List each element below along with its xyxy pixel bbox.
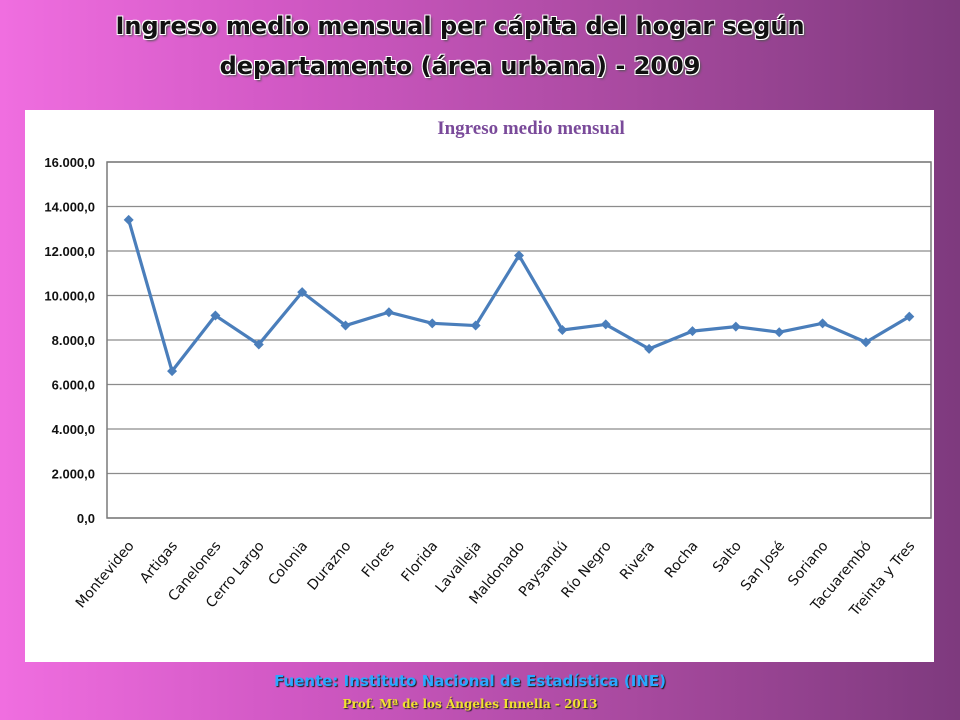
plot-frame bbox=[106, 161, 932, 519]
chart-title: Ingreso medio mensual bbox=[437, 118, 625, 139]
chart-panel: Ingreso medio mensual 0,0 2.000,0 4.000,0 6… bbox=[25, 110, 934, 662]
data-point-marker bbox=[514, 250, 524, 261]
y-tick-label: 14.000,0 bbox=[44, 200, 95, 215]
data-point-marker bbox=[600, 319, 611, 330]
data-point-marker bbox=[167, 366, 178, 377]
slide-title-line2: departamento (área urbana) - 2009 bbox=[219, 52, 701, 80]
y-tick-label: 6.000,0 bbox=[52, 378, 95, 393]
y-tick-label: 16.000,0 bbox=[44, 155, 95, 170]
x-tick-label: San José bbox=[738, 538, 788, 594]
data-point-marker bbox=[817, 318, 828, 329]
data-point-marker bbox=[297, 287, 308, 298]
y-tick-label: 4.000,0 bbox=[52, 422, 95, 437]
x-tick-label: Rocha bbox=[662, 538, 702, 581]
y-tick-label: 2.000,0 bbox=[52, 467, 95, 482]
y-axis-tick-labels: 0,0 2.000,0 4.000,0 6.000,0 8.000,0 10.000,0 1… bbox=[44, 155, 95, 526]
data-point-marker bbox=[470, 320, 481, 331]
x-tick-label: Rivera bbox=[617, 538, 658, 583]
x-tick-label: Artigas bbox=[137, 538, 181, 586]
slide-title: Ingreso medio mensual per cápita del hog… bbox=[60, 6, 860, 86]
data-point-marker bbox=[904, 311, 915, 322]
data-point-marker bbox=[774, 327, 785, 338]
line-chart: Ingreso medio mensual 0,0 2.000,0 4.000,0 6… bbox=[44, 118, 932, 620]
y-tick-label: 10.000,0 bbox=[44, 289, 95, 304]
data-point-marker bbox=[557, 324, 568, 335]
data-point-marker bbox=[123, 214, 134, 225]
data-point-marker bbox=[860, 337, 871, 348]
y-tick-label: 8.000,0 bbox=[52, 333, 95, 348]
gridlines bbox=[106, 161, 932, 519]
y-tick-label: 12.000,0 bbox=[44, 244, 95, 259]
data-point-marker bbox=[383, 307, 394, 318]
x-tick-label: Montevideo bbox=[73, 538, 138, 611]
y-tick-label: 0,0 bbox=[77, 511, 95, 526]
x-tick-label: Salto bbox=[710, 538, 745, 575]
source-note: Fuente: Instituto Nacional de Estadístic… bbox=[274, 672, 666, 690]
data-point-marker bbox=[210, 310, 221, 321]
x-tick-label: Florida bbox=[398, 538, 441, 585]
data-point-marker bbox=[687, 326, 698, 337]
slide-title-line1: Ingreso medio mensual per cápita del hog… bbox=[115, 12, 805, 40]
data-point-marker bbox=[253, 339, 264, 350]
data-point-marker bbox=[340, 320, 351, 331]
data-point-marker bbox=[644, 343, 655, 354]
x-tick-label: Colonia bbox=[265, 538, 311, 588]
x-tick-label: Flores bbox=[359, 538, 398, 580]
x-tick-label: Durazno bbox=[305, 538, 355, 593]
data-point-marker bbox=[427, 318, 438, 329]
data-points bbox=[123, 214, 915, 377]
data-point-marker bbox=[730, 321, 741, 332]
author-credit: Prof. Mª de los Ángeles Innella - 2013 bbox=[342, 697, 598, 711]
x-tick-label: Soriano bbox=[785, 538, 831, 589]
